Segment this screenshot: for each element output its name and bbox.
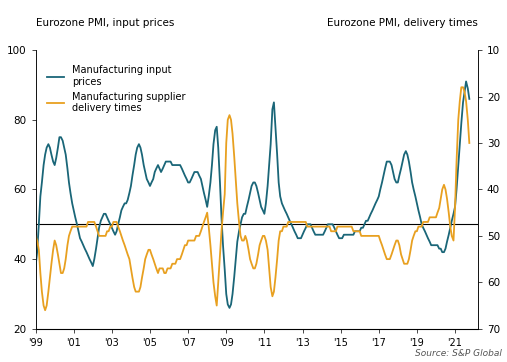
Manufacturing input
prices <box>69 201 75 206</box>
Manufacturing input
prices <box>336 236 342 240</box>
Manufacturing supplier
delivery times <box>458 85 464 89</box>
Manufacturing input
prices <box>466 97 473 101</box>
Manufacturing input
prices <box>150 177 156 181</box>
Manufacturing supplier
delivery times <box>336 224 342 229</box>
Manufacturing supplier
delivery times <box>42 308 48 312</box>
Line: Manufacturing input
prices: Manufacturing input prices <box>35 81 469 308</box>
Manufacturing supplier
delivery times <box>376 234 382 238</box>
Manufacturing supplier
delivery times <box>70 224 77 229</box>
Line: Manufacturing supplier
delivery times: Manufacturing supplier delivery times <box>35 87 469 310</box>
Manufacturing input
prices <box>204 205 210 209</box>
Text: Source: S&P Global: Source: S&P Global <box>415 349 502 358</box>
Manufacturing supplier
delivery times <box>32 234 39 238</box>
Text: Eurozone PMI, delivery times: Eurozone PMI, delivery times <box>327 18 478 28</box>
Manufacturing input
prices <box>227 306 233 310</box>
Manufacturing supplier
delivery times <box>152 262 158 266</box>
Manufacturing input
prices <box>32 264 39 268</box>
Manufacturing supplier
delivery times <box>466 141 473 145</box>
Text: Eurozone PMI, input prices: Eurozone PMI, input prices <box>35 18 174 28</box>
Manufacturing input
prices <box>376 194 382 199</box>
Legend: Manufacturing input
prices, Manufacturing supplier
delivery times: Manufacturing input prices, Manufacturin… <box>43 62 190 117</box>
Manufacturing supplier
delivery times <box>206 224 212 229</box>
Manufacturing supplier
delivery times <box>408 248 414 252</box>
Manufacturing input
prices <box>463 79 469 84</box>
Manufacturing input
prices <box>408 170 414 174</box>
